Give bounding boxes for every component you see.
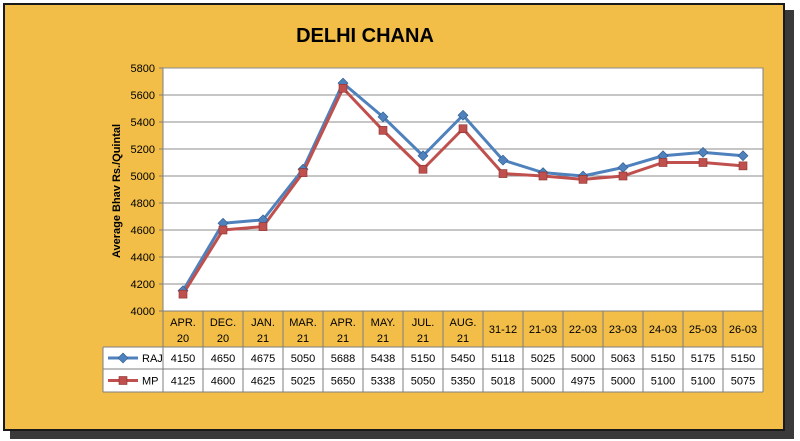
data-table-value: 5150	[651, 353, 675, 365]
data-table-value: 4600	[211, 376, 235, 388]
y-tick-label: 4800	[131, 198, 155, 210]
frame-shadow-right	[785, 10, 794, 438]
data-point-raj	[117, 352, 129, 364]
data-point-mp	[338, 83, 348, 93]
x-tick-label: 22-03	[569, 324, 597, 336]
data-table-value: 5075	[731, 376, 755, 388]
data-table-value: 5438	[371, 353, 395, 365]
y-tick-label: 5000	[131, 171, 155, 183]
data-point-mp	[378, 126, 388, 135]
x-tick-label: JUL.	[412, 317, 435, 329]
y-tick-label: 4400	[131, 252, 155, 264]
data-table-value: 5050	[411, 376, 435, 388]
x-tick-label: 24-03	[649, 324, 677, 336]
data-point-mp	[118, 376, 128, 385]
x-tick-label: 21-03	[529, 324, 557, 336]
data-point-mp	[218, 225, 228, 235]
x-tick-label: 23-03	[609, 324, 637, 336]
data-table-value: 4150	[171, 353, 195, 365]
data-table-value: 4975	[571, 376, 595, 388]
data-point-raj	[377, 111, 389, 123]
data-point-raj	[737, 150, 749, 162]
data-table-value: 5000	[571, 353, 595, 365]
data-table-value: 5350	[451, 376, 475, 388]
data-point-mp	[538, 171, 548, 181]
data-table-value: 5000	[611, 376, 635, 388]
data-table-value: 5650	[331, 376, 355, 388]
y-tick-label: 5800	[131, 63, 155, 75]
x-tick-label: MAY.	[371, 317, 396, 329]
x-tick-label: APR.	[330, 317, 356, 329]
y-tick-label: 5600	[131, 90, 155, 102]
data-table-value: 5100	[651, 376, 675, 388]
data-point-mp	[698, 158, 708, 167]
x-tick-label: 20	[177, 333, 189, 345]
x-tick-label: 21	[417, 333, 429, 345]
x-tick-label: 20	[217, 333, 229, 345]
data-point-mp	[578, 175, 588, 184]
data-point-mp	[738, 161, 748, 171]
x-tick-label: APR.	[170, 317, 196, 329]
data-table-value: 5338	[371, 376, 395, 388]
x-tick-label: 21	[297, 333, 309, 345]
x-tick-label: JAN.	[251, 317, 275, 329]
data-point-raj	[457, 109, 469, 121]
data-point-raj	[697, 146, 709, 158]
y-tick-label: 5400	[131, 117, 155, 129]
x-tick-label: 26-03	[729, 324, 757, 336]
x-tick-label: 21	[257, 333, 269, 345]
x-tick-label: 25-03	[689, 324, 717, 336]
data-table-value: 5025	[291, 376, 315, 388]
x-tick-label: 21	[377, 333, 389, 345]
y-tick-label: 4600	[131, 225, 155, 237]
data-table-value: 5025	[531, 353, 555, 365]
data-point-mp	[498, 169, 508, 178]
x-tick-label: 31-12	[489, 324, 517, 336]
data-table-value: 4625	[251, 376, 275, 388]
data-table-value: 5688	[331, 353, 355, 365]
data-table-value: 5000	[531, 376, 555, 388]
data-table-value: 5018	[491, 376, 515, 388]
data-point-mp	[458, 124, 468, 134]
chart-title: DELHI CHANA	[296, 25, 434, 47]
data-point-mp	[298, 168, 308, 177]
data-table-value: 5150	[731, 353, 755, 365]
data-table-value: 4650	[211, 353, 235, 365]
legend-label-mp: MP	[142, 376, 159, 388]
data-table-value: 4675	[251, 353, 275, 365]
x-tick-label: AUG.	[450, 317, 477, 329]
y-tick-label: 4200	[131, 279, 155, 291]
data-table-value: 5150	[411, 353, 435, 365]
data-point-mp	[618, 171, 628, 181]
data-point-raj	[417, 150, 429, 162]
data-point-mp	[178, 289, 188, 299]
data-point-raj	[497, 154, 509, 166]
legend-label-raj: RAJ	[142, 353, 163, 365]
data-table-value: 5063	[611, 353, 635, 365]
data-table-value: 4125	[171, 376, 195, 388]
data-table-value: 5175	[691, 353, 715, 365]
plot-area	[162, 67, 764, 312]
data-table-value: 5118	[491, 353, 515, 365]
data-table-value: 5100	[691, 376, 715, 388]
x-tick-label: 21	[337, 333, 349, 345]
data-point-mp	[658, 158, 668, 167]
y-tick-label: 4000	[131, 306, 155, 318]
x-tick-label: 21	[457, 333, 469, 345]
data-point-mp	[418, 164, 428, 174]
y-tick-label: 5200	[131, 144, 155, 156]
x-tick-label: DEC.	[210, 317, 236, 329]
data-table-value: 5050	[291, 353, 315, 365]
x-tick-label: MAR.	[289, 317, 317, 329]
data-table-value: 5450	[451, 353, 475, 365]
frame-shadow-bottom	[10, 431, 794, 439]
data-table-header	[163, 311, 763, 347]
data-point-mp	[258, 222, 268, 231]
